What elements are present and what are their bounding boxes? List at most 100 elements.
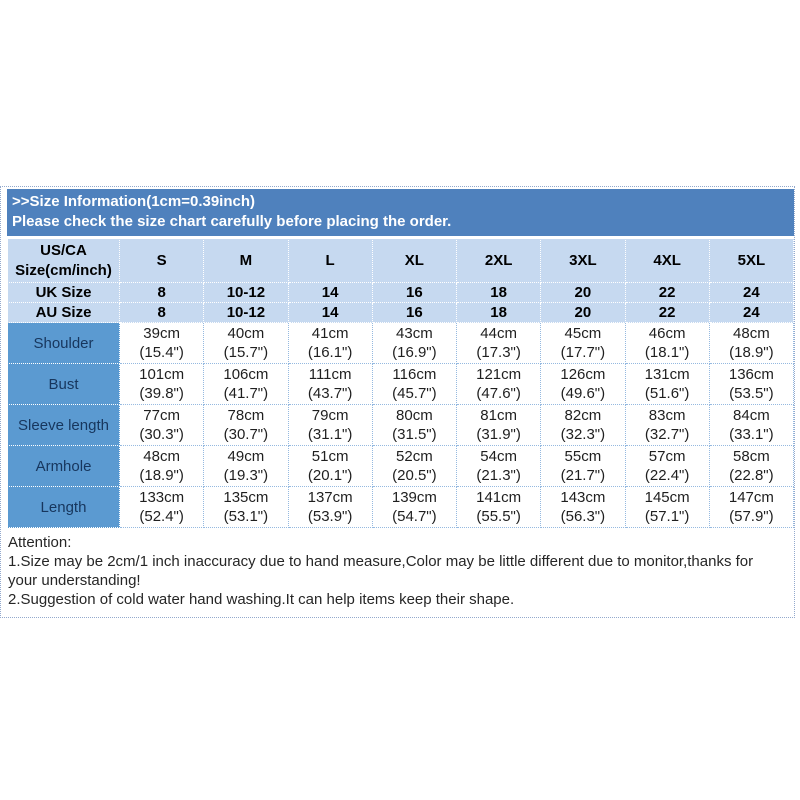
measurement-cell: 52cm (20.5")	[371, 445, 458, 487]
size-value-cell: 20	[540, 302, 626, 323]
measurement-inch: (49.6")	[560, 385, 606, 402]
measurement-cell: 58cm (22.8")	[708, 445, 795, 487]
size-chart: >>Size Information(1cm=0.39inch) Please …	[0, 186, 795, 618]
measurement-cell: 57cm (22.4")	[624, 445, 710, 487]
measurement-cell: 145cm (57.1")	[624, 486, 710, 528]
measurement-cell: 111cm (43.7")	[287, 363, 373, 405]
measurement-inch: (47.6")	[476, 385, 521, 402]
measurement-cm: 43cm	[396, 325, 433, 342]
measurement-inch: (52.4")	[139, 508, 184, 525]
measurement-cm: 58cm	[733, 448, 770, 465]
measurement-inch: (51.6")	[644, 385, 690, 402]
measurement-cell: 83cm (32.7")	[624, 404, 710, 446]
measurement-cell: 39cm (15.4")	[118, 322, 205, 364]
corner-header-line1: US/CA	[40, 241, 87, 259]
size-value-cell: 8	[118, 302, 205, 323]
measurement-cell: 80cm (31.5")	[371, 404, 458, 446]
measurement-inch: (45.7")	[392, 385, 437, 402]
measurement-inch: (32.3")	[560, 426, 606, 443]
measurement-cell: 40cm (15.7")	[203, 322, 289, 364]
measurement-cell: 44cm (17.3")	[455, 322, 542, 364]
size-info-subtitle: Please check the size chart carefully be…	[12, 213, 452, 230]
measurement-cm: 145cm	[644, 489, 690, 506]
measurement-row: Bust 101cm (39.8") 106cm (41.7") 111cm (43.7")…	[7, 363, 795, 405]
measurement-label: Bust	[7, 363, 120, 405]
measurement-row: Shoulder 39cm (15.4") 40cm (15.7") 41cm (16.1"…	[7, 322, 795, 364]
measurement-cm: 52cm	[396, 448, 433, 465]
measurement-inch: (54.7")	[392, 508, 437, 525]
measurement-cm: 39cm	[143, 325, 180, 342]
measurement-inch: (55.5")	[476, 508, 521, 525]
size-value-cell: 14	[287, 302, 373, 323]
corner-header: US/CA Size(cm/inch)	[7, 238, 120, 283]
measurement-cm: 55cm	[564, 448, 602, 465]
measurement-cm: 136cm	[728, 366, 774, 383]
measurement-cell: 106cm (41.7")	[203, 363, 289, 405]
measurement-cm: 44cm	[480, 325, 517, 342]
measurement-label: Shoulder	[7, 322, 120, 364]
size-column-header: S	[118, 238, 205, 283]
size-info-header: >>Size Information(1cm=0.39inch) Please …	[7, 189, 794, 236]
measurement-cm: 101cm	[139, 366, 185, 383]
measurement-cell: 48cm (18.9")	[708, 322, 795, 364]
measurement-inch: (57.9")	[729, 508, 774, 525]
size-value-cell: 24	[708, 302, 795, 323]
measurement-cm: 83cm	[648, 407, 686, 424]
size-value-cell: 22	[624, 302, 710, 323]
size-value-cell: 18	[455, 282, 542, 303]
measurement-cm: 143cm	[560, 489, 606, 506]
size-value-cell: 16	[371, 282, 458, 303]
measurement-inch: (15.7")	[223, 344, 269, 361]
measurement-inch: (39.8")	[139, 385, 184, 402]
size-column-header: 2XL	[455, 238, 542, 283]
measurement-cm: 126cm	[560, 366, 606, 383]
size-table-head: US/CA Size(cm/inch) S M L XL 2XL 3XL 4XL 5XL UK Si…	[7, 238, 795, 323]
measurement-cell: 131cm (51.6")	[624, 363, 710, 405]
measurement-cell: 141cm (55.5")	[455, 486, 542, 528]
measurement-cm: 48cm	[733, 325, 770, 342]
measurement-inch: (41.7")	[223, 385, 269, 402]
measurement-cm: 80cm	[396, 407, 433, 424]
size-value-cell: 10-12	[203, 302, 289, 323]
measurement-inch: (22.8")	[729, 467, 774, 484]
measurement-inch: (16.9")	[392, 344, 437, 361]
measurement-row: Armhole 48cm (18.9") 49cm (19.3") 51cm (20.1")…	[7, 445, 795, 487]
measurement-cm: 131cm	[644, 366, 690, 383]
measurement-cm: 48cm	[143, 448, 180, 465]
measurement-cell: 82cm (32.3")	[540, 404, 626, 446]
measurement-cell: 79cm (31.1")	[287, 404, 373, 446]
measurement-cm: 82cm	[564, 407, 602, 424]
attention-line-1: 1.Size may be 2cm/1 inch inaccuracy due …	[8, 553, 754, 589]
measurement-row: Length 133cm (52.4") 135cm (53.1") 137cm (53.9…	[7, 486, 795, 528]
measurement-cm: 46cm	[648, 325, 686, 342]
measurement-cm: 139cm	[391, 489, 437, 506]
measurement-cm: 135cm	[223, 489, 269, 506]
attention-note: Attention: 1.Size may be 2cm/1 inch inac…	[7, 528, 794, 617]
size-value-cell: 16	[371, 302, 458, 323]
attention-heading: Attention:	[8, 534, 72, 551]
measurement-cm: 121cm	[476, 366, 522, 383]
measurement-cell: 143cm (56.3")	[540, 486, 626, 528]
measurement-cm: 133cm	[139, 489, 185, 506]
measurement-inch: (53.1")	[223, 508, 269, 525]
measurement-inch: (53.9")	[307, 508, 353, 525]
measurement-cell: 121cm (47.6")	[455, 363, 542, 405]
size-column-header: M	[203, 238, 289, 283]
measurement-cell: 135cm (53.1")	[203, 486, 289, 528]
measurement-inch: (17.3")	[476, 344, 521, 361]
measurement-inch: (30.3")	[139, 426, 184, 443]
measurement-inch: (18.9")	[139, 467, 184, 484]
size-column-header: XL	[371, 238, 458, 283]
measurement-cell: 77cm (30.3")	[118, 404, 205, 446]
measurement-cell: 43cm (16.9")	[371, 322, 458, 364]
measurement-cm: 49cm	[227, 448, 265, 465]
measurement-cell: 78cm (30.7")	[203, 404, 289, 446]
measurement-inch: (30.7")	[223, 426, 269, 443]
measurement-inch: (19.3")	[223, 467, 269, 484]
measurement-cm: 40cm	[227, 325, 265, 342]
size-info-title: >>Size Information(1cm=0.39inch)	[12, 193, 255, 210]
attention-line-2: 2.Suggestion of cold water hand washing.…	[8, 591, 515, 608]
measurement-cm: 106cm	[223, 366, 269, 383]
measurement-inch: (18.1")	[644, 344, 690, 361]
measurement-cell: 81cm (31.9")	[455, 404, 542, 446]
